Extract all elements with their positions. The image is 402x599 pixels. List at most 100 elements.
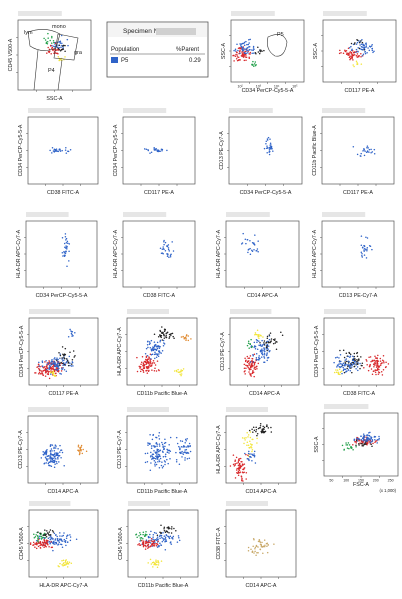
data-point (360, 40, 362, 42)
data-point (156, 452, 158, 454)
data-point (56, 362, 59, 365)
y-axis-label: SSC-A (314, 436, 320, 453)
data-point (64, 149, 67, 151)
data-point (170, 543, 173, 545)
data-point (265, 348, 267, 350)
data-point (377, 371, 380, 373)
data-point (147, 562, 149, 564)
data-point (52, 549, 54, 552)
data-point (349, 369, 352, 372)
data-point (238, 468, 240, 470)
data-point (269, 138, 271, 140)
data-point (64, 233, 67, 235)
data-point (55, 445, 57, 447)
data-point (260, 546, 263, 548)
data-point (144, 542, 147, 544)
data-point (243, 59, 246, 62)
data-point (250, 445, 252, 448)
data-point (167, 449, 170, 452)
data-point (248, 56, 250, 58)
data-point (64, 561, 67, 563)
data-point (61, 358, 63, 360)
data-point (53, 446, 55, 449)
data-point (49, 529, 52, 531)
data-point (66, 541, 69, 544)
data-point (151, 540, 154, 543)
data-point (253, 63, 256, 65)
data-point (139, 365, 142, 368)
data-point (69, 362, 71, 364)
data-point (45, 41, 48, 43)
data-point (65, 563, 67, 566)
data-point (57, 55, 60, 58)
data-point (65, 152, 68, 154)
data-point (254, 61, 257, 63)
data-point (387, 363, 390, 365)
data-point (159, 150, 161, 152)
plot-title-placeholder (324, 404, 369, 409)
data-point (241, 48, 243, 51)
data-point (239, 49, 241, 51)
data-point (49, 365, 51, 368)
data-point (161, 339, 164, 341)
data-point (161, 350, 164, 352)
x-axis-label: CD14 APC-A (249, 391, 280, 397)
data-point (171, 241, 173, 243)
data-point (352, 443, 354, 446)
y-axis-label: CD13 PE-Cy7-A (117, 430, 123, 469)
data-point (357, 363, 359, 365)
data-point (49, 460, 52, 463)
data-point (47, 537, 50, 539)
data-point (66, 359, 69, 362)
data-point (44, 452, 46, 455)
data-point (248, 53, 250, 55)
data-point (147, 346, 149, 349)
data-point (356, 39, 358, 41)
data-point (56, 357, 58, 359)
data-point (45, 370, 47, 372)
data-point (164, 250, 167, 252)
data-point (256, 329, 259, 331)
data-point (44, 368, 46, 370)
data-point (42, 450, 44, 453)
data-point (258, 337, 260, 339)
data-point (159, 534, 161, 537)
data-point (160, 532, 162, 534)
data-point (155, 532, 157, 535)
data-point (243, 442, 245, 445)
data-point (156, 448, 158, 451)
data-point (153, 341, 156, 343)
data-point (58, 352, 60, 354)
data-point (169, 535, 172, 537)
data-point (150, 339, 153, 342)
data-point (54, 543, 56, 545)
data-point (245, 367, 247, 370)
plot-title-placeholder (123, 108, 167, 113)
data-point (246, 46, 249, 49)
data-point (374, 355, 376, 357)
data-point (366, 442, 369, 445)
data-point (47, 37, 49, 39)
data-point (141, 355, 144, 358)
data-point (146, 542, 148, 544)
data-point (56, 453, 59, 456)
data-point (258, 356, 260, 359)
data-point (250, 447, 253, 449)
data-point (158, 345, 161, 348)
data-point (77, 445, 80, 448)
data-point (238, 469, 241, 472)
data-point (244, 439, 246, 441)
data-point (363, 436, 366, 438)
data-point (150, 462, 152, 464)
data-point (54, 42, 57, 45)
x-axis-label: CD14 APC-A (48, 489, 79, 495)
data-point (275, 340, 277, 343)
data-point (163, 448, 165, 451)
data-point (250, 346, 253, 349)
data-point (260, 356, 263, 358)
x-axis-label: CD11b Pacific Blue-A (137, 391, 188, 397)
data-point (51, 457, 53, 460)
data-point (71, 358, 74, 361)
